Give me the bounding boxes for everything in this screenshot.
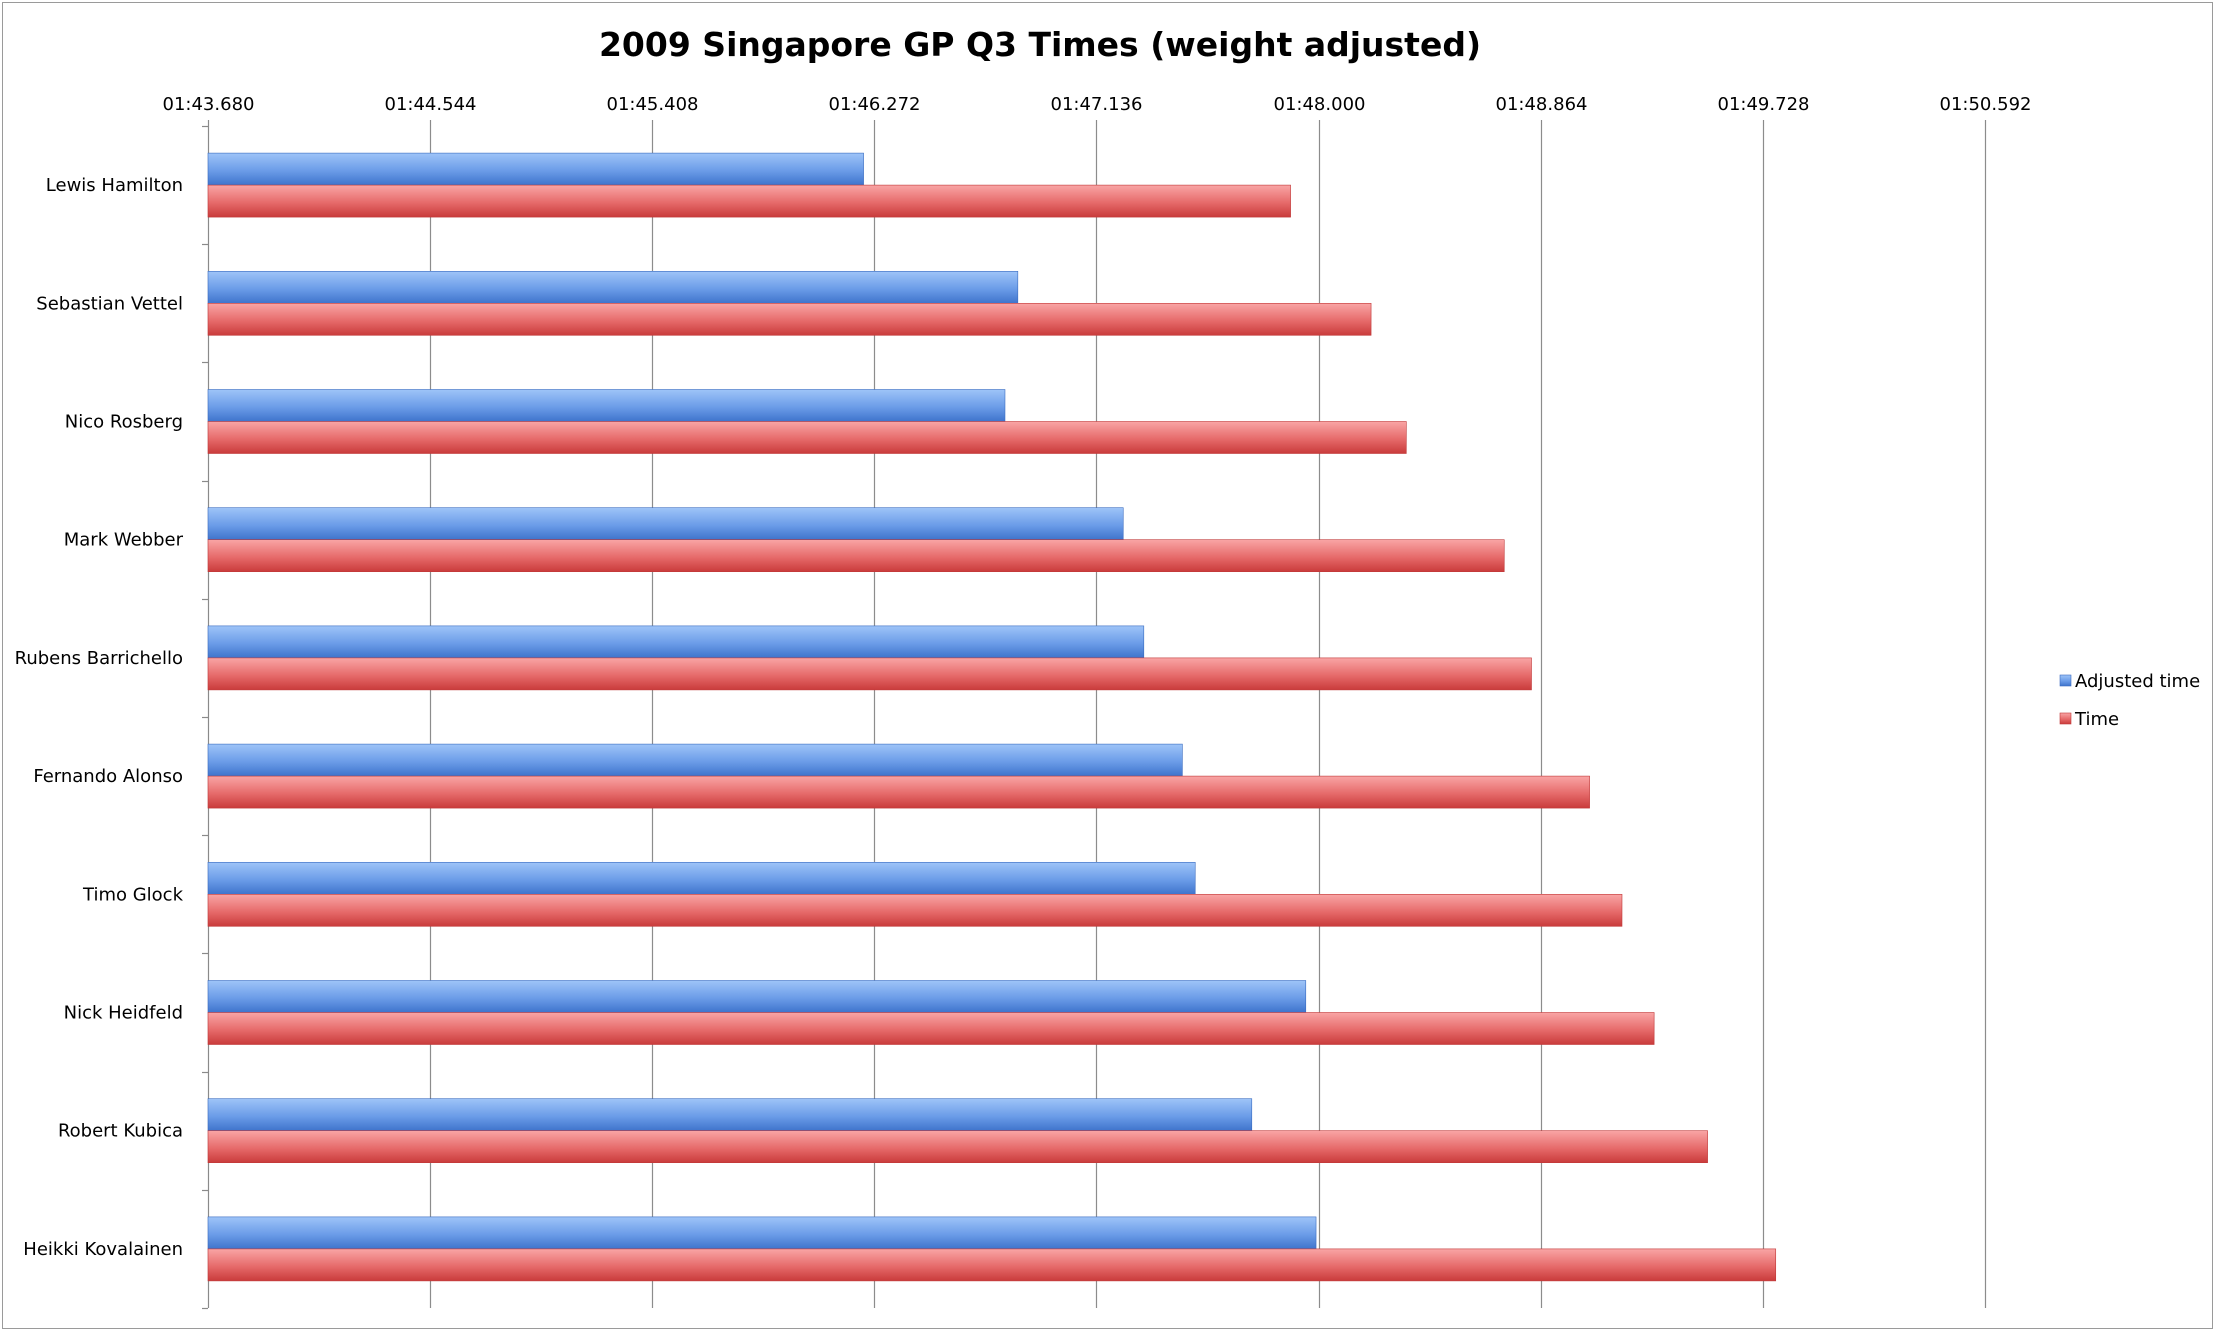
- legend-label: Time: [2074, 709, 2119, 730]
- x-tick-label: 01:46.272: [829, 94, 921, 115]
- legend-swatch-time: [2059, 712, 2072, 725]
- x-axis-ticks: 01:43.680 01:44.544 01:45.408 01:46.272 01:4…: [163, 94, 2032, 115]
- bar-time: [207, 1130, 1708, 1163]
- bar-adjusted-time: [207, 625, 1145, 659]
- x-tick-label: 01:50.592: [1940, 94, 2032, 115]
- category-label: Lewis Hamilton: [46, 175, 183, 196]
- category-label: Fernando Alonso: [33, 766, 183, 787]
- category-label: Mark Webber: [64, 530, 184, 551]
- category-label: Heikki Kovalainen: [23, 1239, 183, 1260]
- bar-adjusted-time: [207, 389, 1006, 422]
- x-tick-label: 01:43.680: [163, 94, 255, 115]
- category-label: Timo Glock: [82, 884, 184, 905]
- category-label: Rubens Barrichello: [15, 648, 183, 669]
- bar-adjusted-time: [207, 980, 1307, 1013]
- x-tick-label: 01:47.136: [1051, 94, 1143, 115]
- category-label: Sebastian Vettel: [36, 293, 183, 314]
- bar-adjusted-time: [207, 861, 1196, 895]
- bar-time: [207, 1248, 1777, 1282]
- bar-time: [207, 539, 1505, 573]
- bars: [207, 152, 1777, 1282]
- x-tick-label: 01:49.728: [1718, 94, 1810, 115]
- x-tick-label: 01:45.408: [607, 94, 699, 115]
- bar-adjusted-time: [207, 507, 1124, 541]
- legend-label: Adjusted time: [2075, 671, 2200, 692]
- bar-time: [207, 657, 1532, 691]
- bar-time: [207, 421, 1407, 454]
- bar-adjusted-time: [207, 1216, 1317, 1250]
- x-tick-label: 01:44.544: [385, 94, 477, 115]
- category-label: Nick Heidfeld: [64, 1003, 183, 1024]
- bar-time: [207, 1012, 1655, 1045]
- bar-time: [207, 893, 1623, 927]
- y-axis-categories: Lewis Hamilton Sebastian Vettel Nico Rosbe…: [15, 175, 184, 1260]
- category-label: Robert Kubica: [58, 1121, 183, 1142]
- bar-time: [207, 302, 1372, 336]
- x-tick-label: 01:48.864: [1496, 94, 1588, 115]
- bar-adjusted-time: [207, 1098, 1253, 1131]
- bar-time: [207, 775, 1590, 809]
- bar-adjusted-time: [207, 270, 1019, 304]
- bar-time: [207, 184, 1291, 218]
- bar-adjusted-time: [207, 743, 1183, 777]
- category-label: Nico Rosberg: [65, 412, 183, 433]
- x-tick-label: 01:48.000: [1274, 94, 1366, 115]
- chart-title: 2009 Singapore GP Q3 Times (weight adjus…: [599, 25, 1481, 64]
- legend: Adjusted time Time: [2059, 671, 2200, 730]
- bar-adjusted-time: [207, 152, 864, 186]
- legend-swatch-adjusted-time: [2059, 674, 2072, 687]
